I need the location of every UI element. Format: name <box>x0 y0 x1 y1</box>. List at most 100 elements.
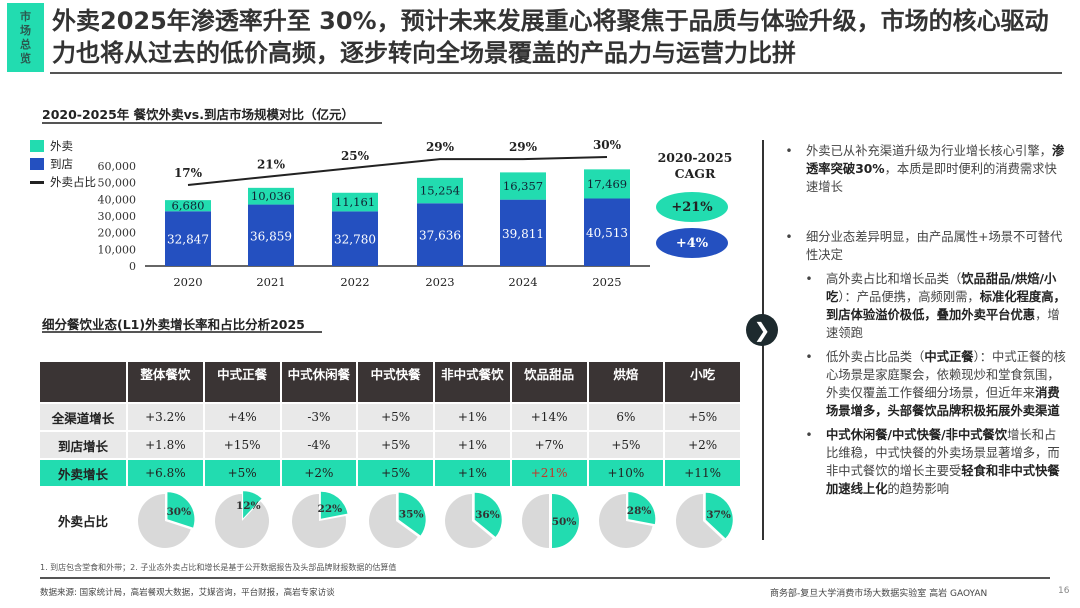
share-row: 外卖占比 30% 12% 22% 35% 36% 50% 28% 37% <box>40 488 740 553</box>
table-cell: +15% <box>204 432 280 458</box>
column-header: 中式快餐 <box>358 362 433 402</box>
table-cell: +14% <box>511 404 587 430</box>
y-tick-label: 40,000 <box>98 193 137 206</box>
bar-label-takeout: 11,161 <box>335 195 375 209</box>
table-cell: +5% <box>665 404 740 430</box>
footnote: 1. 到店包含堂食和外带；2. 子业态外卖占比和增长是基于公开数据报告及头部品牌… <box>40 563 397 572</box>
table-cell: +1% <box>435 404 510 430</box>
x-tick-label: 2023 <box>425 275 454 289</box>
text: 外卖已从补充渠道升级为行业增长核心引擎， <box>806 144 1052 158</box>
column-header: 中式休闲餐 <box>281 362 357 402</box>
cagr-takeout-badge: +21% <box>656 192 728 222</box>
pie-slice-takeout <box>320 491 348 519</box>
table-cell: +11% <box>665 460 740 486</box>
table-cell: 6% <box>588 404 664 430</box>
legend-dinein: 到店 <box>30 155 96 173</box>
chart-title-rule <box>42 122 382 124</box>
table-cell: +1% <box>435 460 510 486</box>
text-bold: 轻食和非中式快餐加速线上化 <box>826 464 1060 496</box>
title-divider <box>50 72 1062 74</box>
table-cell: +7% <box>511 432 587 458</box>
column-header: 非中式餐饮 <box>435 362 510 402</box>
table-row: 全渠道增长 +3.2% +4% -3% +5% +1% +14% 6% +5% <box>40 404 740 430</box>
x-tick-label: 2021 <box>256 275 285 289</box>
pie-slice-takeout <box>243 491 262 519</box>
pie-slice-dinein <box>598 494 653 548</box>
pie-label: 35% <box>398 508 423 520</box>
sub-bullet-1: • 高外卖占比和增长品类（饮品甜品/烘焙/小吃）：产品便携，高频刚需，标准化程度高… <box>805 272 1066 340</box>
pie-slice-dinein <box>522 494 550 548</box>
x-tick-label: 2025 <box>592 275 621 289</box>
table-cell: +4% <box>204 404 280 430</box>
legend-label: 外卖占比 <box>50 175 96 189</box>
y-tick-label: 60,000 <box>98 160 137 173</box>
pie-label: 28% <box>627 505 652 517</box>
table-cell: +5% <box>358 432 433 458</box>
insights-panel: • 外卖已从补充渠道升级为行业增长核心引擎，渗透率突破30%，本质是即时便利的消费… <box>782 142 1067 504</box>
text: 高外卖占比和增长品类（ <box>826 272 962 286</box>
table-row: 到店增长 +1.8% +15% -4% +5% +1% +7% +5% +2% <box>40 432 740 458</box>
column-header: 中式正餐 <box>204 362 280 402</box>
bar-chart-title: 2020-2025年 餐饮外卖vs.到店市场规模对比（亿元） <box>42 107 354 122</box>
x-tick-label: 2022 <box>340 275 369 289</box>
pie-slice-takeout <box>167 492 195 528</box>
row-header: 外卖占比 <box>40 488 126 553</box>
pie-slice-takeout <box>398 492 426 536</box>
column-header: 小吃 <box>665 362 740 402</box>
text: 低外卖占比品类（ <box>826 350 925 364</box>
bar-dinein <box>332 211 378 266</box>
text: ，增速领跑 <box>826 308 1060 340</box>
y-tick-label: 30,000 <box>98 210 137 223</box>
table-cell: -3% <box>281 404 357 430</box>
table-cell: -4% <box>281 432 357 458</box>
pie-slice-dinein <box>138 494 192 548</box>
row-header: 外卖增长 <box>40 460 126 486</box>
pie-cell: 50% <box>511 488 587 553</box>
pie-label: 30% <box>167 506 192 518</box>
text: 的趋势影响 <box>887 482 950 496</box>
text-bold: 饮品甜品/烘焙/小吃 <box>826 272 1057 304</box>
table-cell: +2% <box>665 432 740 458</box>
pie-cell: 22% <box>281 488 357 553</box>
table-title: 细分餐饮业态(L1)外卖增长率和占比分析2025 <box>42 317 305 332</box>
bar-takeout <box>417 177 463 204</box>
pie-cell: 37% <box>665 488 740 553</box>
page-number: 16 <box>1058 586 1070 596</box>
pie-slice-takeout <box>628 492 656 525</box>
table-cell: +5% <box>358 460 433 486</box>
legend-share: 外卖占比 <box>30 173 96 191</box>
bar-label-takeout: 15,254 <box>420 184 460 198</box>
segment-table: 整体餐饮 中式正餐 中式休闲餐 中式快餐 非中式餐饮 饮品甜品 烘焙 小吃 全渠道增长 +3.2… <box>38 360 742 555</box>
table-row: 外卖增长 +6.8% +5% +2% +5% +1% +21% +10% +11% <box>40 460 740 486</box>
legend-line <box>30 180 44 184</box>
bar-dinein <box>417 203 463 266</box>
bar-label-takeout: 16,357 <box>503 179 543 193</box>
pie-slice-dinein <box>215 494 270 548</box>
bullet-1: • 外卖已从补充渠道升级为行业增长核心引擎，渗透率突破30%，本质是即时便利的消费… <box>785 144 1065 194</box>
pie-cell: 30% <box>128 488 203 553</box>
pie-cell: 28% <box>588 488 664 553</box>
legend-swatch-takeout <box>30 140 44 152</box>
section-tag: 市场总览 <box>7 3 44 72</box>
legend-swatch-dinein <box>30 158 44 170</box>
bar-takeout <box>584 169 630 199</box>
table-cell: +2% <box>281 460 357 486</box>
y-tick-label: 0 <box>129 260 136 273</box>
bar-takeout <box>500 172 546 200</box>
pie-slice-takeout <box>552 494 580 548</box>
column-header: 整体餐饮 <box>128 362 203 402</box>
legend-label: 外卖 <box>50 139 73 153</box>
header-corner <box>40 362 126 402</box>
footer-rule <box>40 577 1050 579</box>
pie-slice-dinein <box>291 494 346 548</box>
table-cell: +5% <box>588 432 664 458</box>
bar-label-dinein: 32,780 <box>334 233 376 247</box>
table-cell: +21% <box>511 460 587 486</box>
table-cell: +6.8% <box>128 460 203 486</box>
bar-dinein <box>248 204 294 266</box>
share-label: 30% <box>593 138 622 152</box>
sub-bullet-3: • 中式休闲餐/中式快餐/非中式餐饮增长和占比维稳，中式快餐的外卖场景显著增多，而… <box>805 428 1060 496</box>
share-label: 25% <box>341 149 370 163</box>
text-bold: 渗透率突破30% <box>806 144 1065 176</box>
bar-dinein <box>165 211 211 266</box>
